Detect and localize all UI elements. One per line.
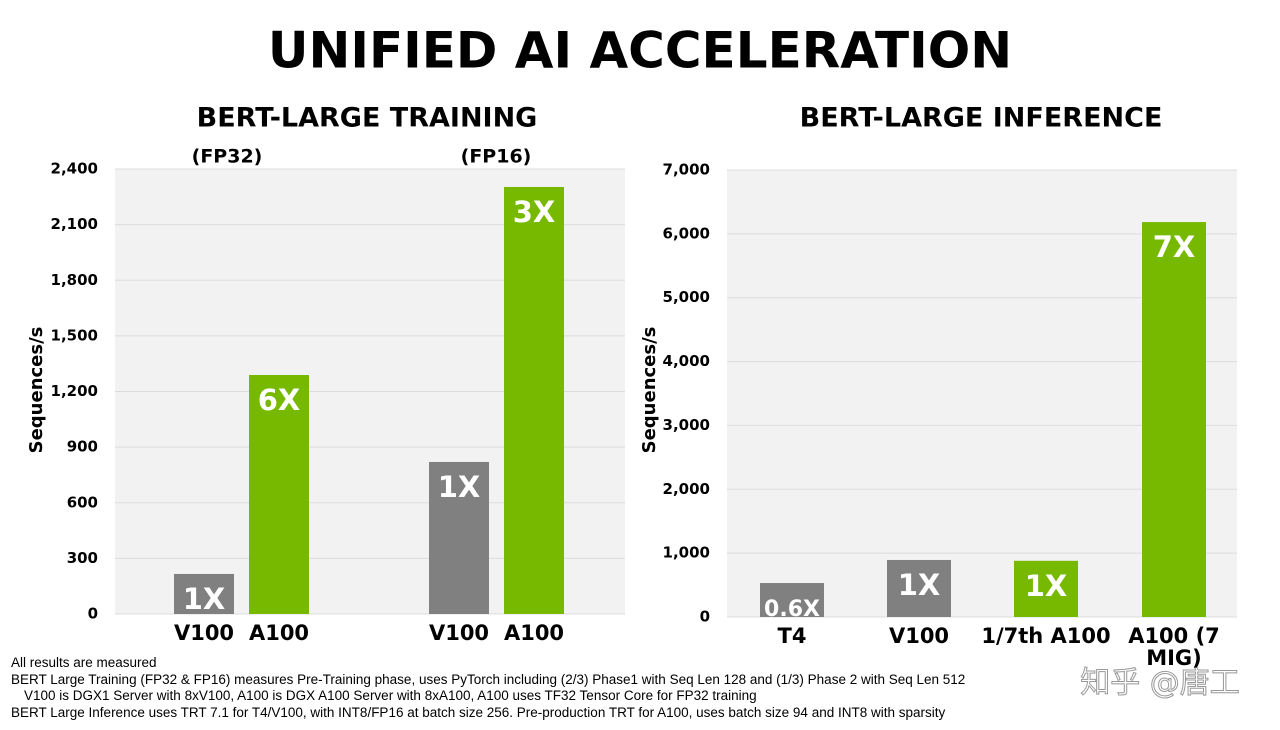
x-tick-label: V100 [888, 624, 950, 648]
y-tick-label: 2,400 [51, 160, 98, 178]
x-tick-label: V100 [428, 621, 490, 645]
bar [1142, 222, 1206, 617]
x-tick-label: 1/7th A100 [981, 624, 1111, 648]
y-tick-label: 5,000 [663, 288, 710, 306]
y-tick-label: 900 [67, 438, 98, 456]
y-tick-label: 1,500 [51, 326, 98, 344]
watermark: 知乎 @唐工 [1080, 666, 1240, 701]
y-tick-label: 2,100 [51, 215, 98, 233]
x-tick-label: T4 [777, 624, 807, 648]
bar [760, 583, 824, 617]
bar-label: 6X [258, 383, 301, 417]
bar [174, 573, 234, 614]
bar-label: 1X [183, 582, 226, 616]
bar-label: 1X [898, 568, 941, 602]
bar-label: 1X [1025, 569, 1068, 603]
y-tick-label: 3,000 [663, 416, 710, 434]
bar [429, 461, 489, 614]
y-tick-label: 300 [67, 549, 98, 567]
x-tick-label: A100 [248, 621, 310, 645]
y-tick-label: 600 [67, 493, 98, 511]
bar [249, 374, 309, 614]
y-tick-label: 0 [88, 605, 98, 623]
y-tick-label: 1,200 [51, 382, 98, 400]
footnote: All results are measured [11, 655, 157, 670]
slide-title: UNIFIED AI ACCELERATION [268, 22, 1012, 80]
x-tick-label: A100 (7 MIG) [1128, 624, 1220, 670]
y-tick-label: 4,000 [663, 352, 710, 370]
y-tick-label: 1,800 [51, 271, 98, 289]
chart-title: BERT-LARGE INFERENCE [800, 103, 1163, 134]
footnote: V100 is DGX1 Server with 8xV100, A100 is… [24, 688, 757, 703]
y-tick-label: 1,000 [663, 544, 710, 562]
y-axis-label: Sequences/s [26, 327, 47, 454]
x-tick-label: A100 [503, 621, 565, 645]
y-axis-label: Sequences/s [639, 327, 660, 454]
chart-title: BERT-LARGE TRAINING [197, 103, 538, 134]
footnote: BERT Large Training (FP32 & FP16) measur… [11, 671, 966, 687]
bar-label: 3X [513, 195, 556, 229]
y-tick-label: 0 [700, 608, 710, 626]
bar-label: 0.6X [764, 597, 820, 622]
group-label: (FP16) [461, 146, 532, 168]
footnote: BERT Large Inference uses TRT 7.1 for T4… [11, 704, 946, 720]
y-tick-label: 2,000 [663, 480, 710, 498]
group-label: (FP32) [192, 146, 263, 168]
y-tick-label: 6,000 [663, 224, 710, 242]
bar [887, 559, 951, 617]
bar [504, 186, 564, 614]
bar [1014, 560, 1078, 617]
x-tick-label: V100 [173, 621, 235, 645]
bar-label: 7X [1153, 230, 1196, 264]
bar-label: 1X [438, 470, 481, 504]
y-tick-label: 7,000 [663, 161, 710, 179]
